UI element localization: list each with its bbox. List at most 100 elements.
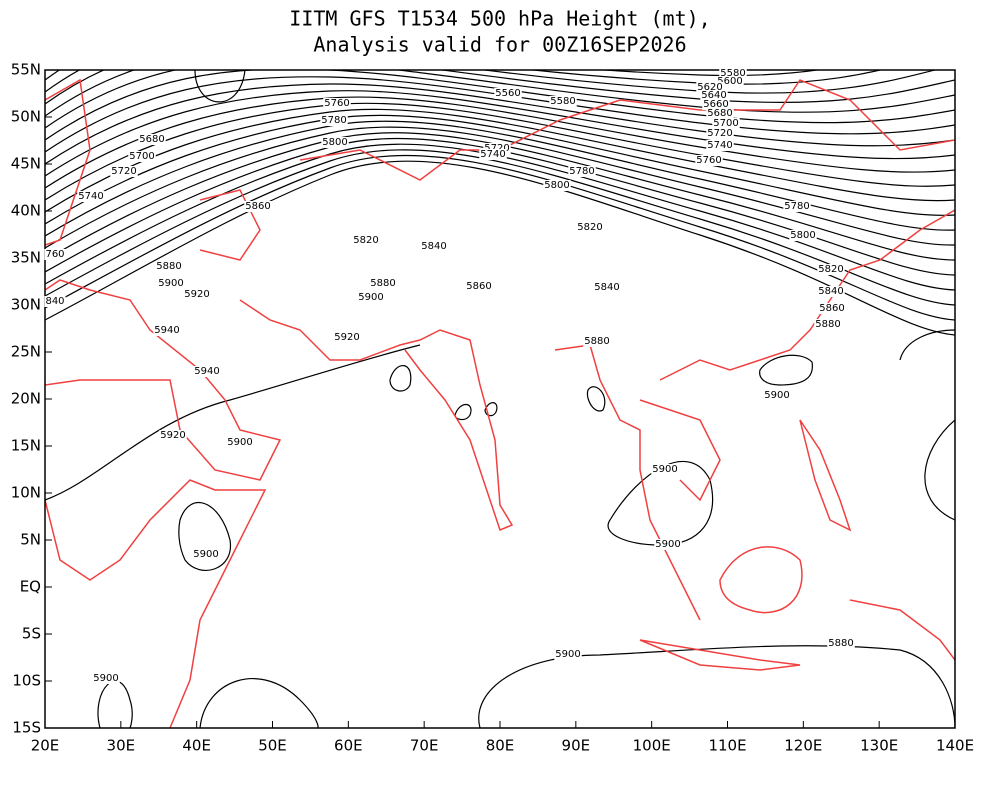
contour-label: 5820 <box>353 235 378 246</box>
label-background <box>719 68 747 79</box>
label-background <box>817 286 845 297</box>
longitude-label: 120E <box>784 737 822 755</box>
label-background <box>138 134 166 145</box>
contour-label: 5820 <box>818 264 843 275</box>
label-background <box>706 140 734 151</box>
label-background <box>789 230 817 241</box>
contour-label: 5940 <box>194 366 219 377</box>
label-background <box>654 539 682 550</box>
contour-label: 5860 <box>466 281 491 292</box>
label-background <box>817 264 845 275</box>
contour-label: 5860 <box>819 303 844 314</box>
contour-label: 5760 <box>696 155 721 166</box>
longitude-label: 40E <box>182 737 211 755</box>
label-background <box>818 303 846 314</box>
label-background <box>159 430 187 441</box>
contour-label: 5900 <box>358 292 383 303</box>
label-background <box>706 108 734 119</box>
longitude-label: 130E <box>860 737 898 755</box>
label-background <box>706 128 734 139</box>
label-background <box>357 292 385 303</box>
latitude-label: 15S <box>12 719 41 737</box>
contour-label: 5800 <box>322 137 347 148</box>
label-background <box>192 549 220 560</box>
label-background <box>323 98 351 109</box>
latitude-label: 5S <box>22 625 41 643</box>
contour-label: 5760 <box>324 98 349 109</box>
contour-line <box>45 70 883 93</box>
label-background <box>157 278 185 289</box>
label-background <box>77 191 105 202</box>
contour-label: 5740 <box>480 149 505 160</box>
contour-label: 5720 <box>111 166 136 177</box>
contour-label: 5700 <box>713 118 738 129</box>
longitude-label: 70E <box>410 737 439 755</box>
label-background <box>465 281 493 292</box>
contour-label: 5840 <box>594 282 619 293</box>
contour-label: 5920 <box>184 289 209 300</box>
label-background <box>814 319 842 330</box>
contour-label: 5880 <box>156 261 181 272</box>
longitude-label: 140E <box>936 737 974 755</box>
contour-label: 5860 <box>245 201 270 212</box>
contour-label: 5900 <box>655 539 680 550</box>
contour-label: 5840 <box>421 241 446 252</box>
label-background <box>712 118 740 129</box>
labels: 20E 30E 40E 50E 60E 70E 80E 90E 100E 110E 120E 130E… <box>11 61 974 755</box>
label-background <box>44 249 66 260</box>
contour-label: 760 <box>45 249 64 260</box>
label-background <box>369 278 397 289</box>
longitude-label: 30E <box>107 737 136 755</box>
label-background <box>700 90 728 101</box>
latitude-label: 55N <box>11 61 41 79</box>
contour-line <box>45 108 955 213</box>
contour-label: 5740 <box>707 140 732 151</box>
contour-label: 5880 <box>584 336 609 347</box>
contour-label: 5900 <box>555 649 580 660</box>
label-background <box>696 82 724 93</box>
contour-label: 5580 <box>720 68 745 79</box>
label-background <box>583 336 611 347</box>
label-background <box>110 166 138 177</box>
label-background <box>226 437 254 448</box>
contour-label: 5640 <box>701 90 726 101</box>
label-background <box>320 115 348 126</box>
latitude-label: 15N <box>11 437 41 455</box>
coastlines <box>45 78 955 728</box>
contour-label: 5900 <box>193 549 218 560</box>
contour-label: 5620 <box>697 82 722 93</box>
contour-label: 5800 <box>544 180 569 191</box>
contour-label: 5660 <box>703 99 728 110</box>
latitude-label: 50N <box>11 108 41 126</box>
contour-label: 5900 <box>158 278 183 289</box>
contour-label: 5800 <box>790 230 815 241</box>
latitude-label: 5N <box>20 531 41 549</box>
latitude-label: 30N <box>11 296 41 314</box>
longitude-label: 90E <box>562 737 591 755</box>
latitude-label: EQ <box>20 578 41 596</box>
label-background <box>543 180 571 191</box>
latitude-label: 10N <box>11 484 41 502</box>
label-background <box>155 261 183 272</box>
longitude-label: 100E <box>633 737 671 755</box>
longitude-label: 20E <box>31 737 60 755</box>
contour-line <box>45 102 955 201</box>
contour-label: 5920 <box>160 430 185 441</box>
longitude-label: 50E <box>258 737 287 755</box>
longitude-label: 80E <box>486 737 515 755</box>
contour-line <box>45 76 955 153</box>
contour-line <box>45 120 955 237</box>
contour-label: 5820 <box>577 222 602 233</box>
latitude-label: 40N <box>11 202 41 220</box>
title-line: Analysis valid for 00Z16SEP2026 <box>313 33 686 57</box>
contour-label: 5940 <box>154 325 179 336</box>
label-background <box>593 282 621 293</box>
contour-label: 5720 <box>484 143 509 154</box>
label-background <box>827 638 855 649</box>
label-background <box>716 76 744 87</box>
label-background <box>321 137 349 148</box>
contour-label: 5780 <box>321 115 346 126</box>
label-background <box>702 99 730 110</box>
